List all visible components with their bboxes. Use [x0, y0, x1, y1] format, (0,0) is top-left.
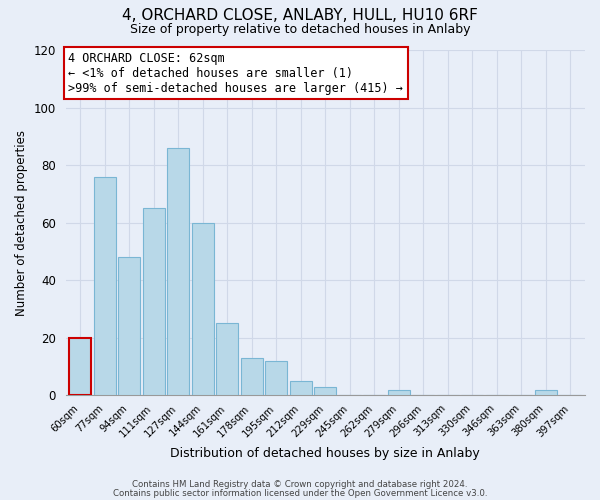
- Bar: [94, 176, 116, 396]
- Bar: [167, 148, 190, 396]
- Bar: [70, 338, 91, 396]
- Text: 4 ORCHARD CLOSE: 62sqm
← <1% of detached houses are smaller (1)
>99% of semi-det: 4 ORCHARD CLOSE: 62sqm ← <1% of detached…: [68, 52, 403, 94]
- Y-axis label: Number of detached properties: Number of detached properties: [15, 130, 28, 316]
- Bar: [118, 257, 140, 396]
- Bar: [388, 390, 410, 396]
- X-axis label: Distribution of detached houses by size in Anlaby: Distribution of detached houses by size …: [170, 447, 480, 460]
- Text: 4, ORCHARD CLOSE, ANLABY, HULL, HU10 6RF: 4, ORCHARD CLOSE, ANLABY, HULL, HU10 6RF: [122, 8, 478, 22]
- Bar: [535, 390, 557, 396]
- Bar: [290, 381, 312, 396]
- Bar: [192, 222, 214, 396]
- Bar: [143, 208, 165, 396]
- Bar: [241, 358, 263, 396]
- Text: Size of property relative to detached houses in Anlaby: Size of property relative to detached ho…: [130, 22, 470, 36]
- Text: Contains public sector information licensed under the Open Government Licence v3: Contains public sector information licen…: [113, 488, 487, 498]
- Text: Contains HM Land Registry data © Crown copyright and database right 2024.: Contains HM Land Registry data © Crown c…: [132, 480, 468, 489]
- Bar: [314, 387, 337, 396]
- Bar: [217, 324, 238, 396]
- Bar: [265, 361, 287, 396]
